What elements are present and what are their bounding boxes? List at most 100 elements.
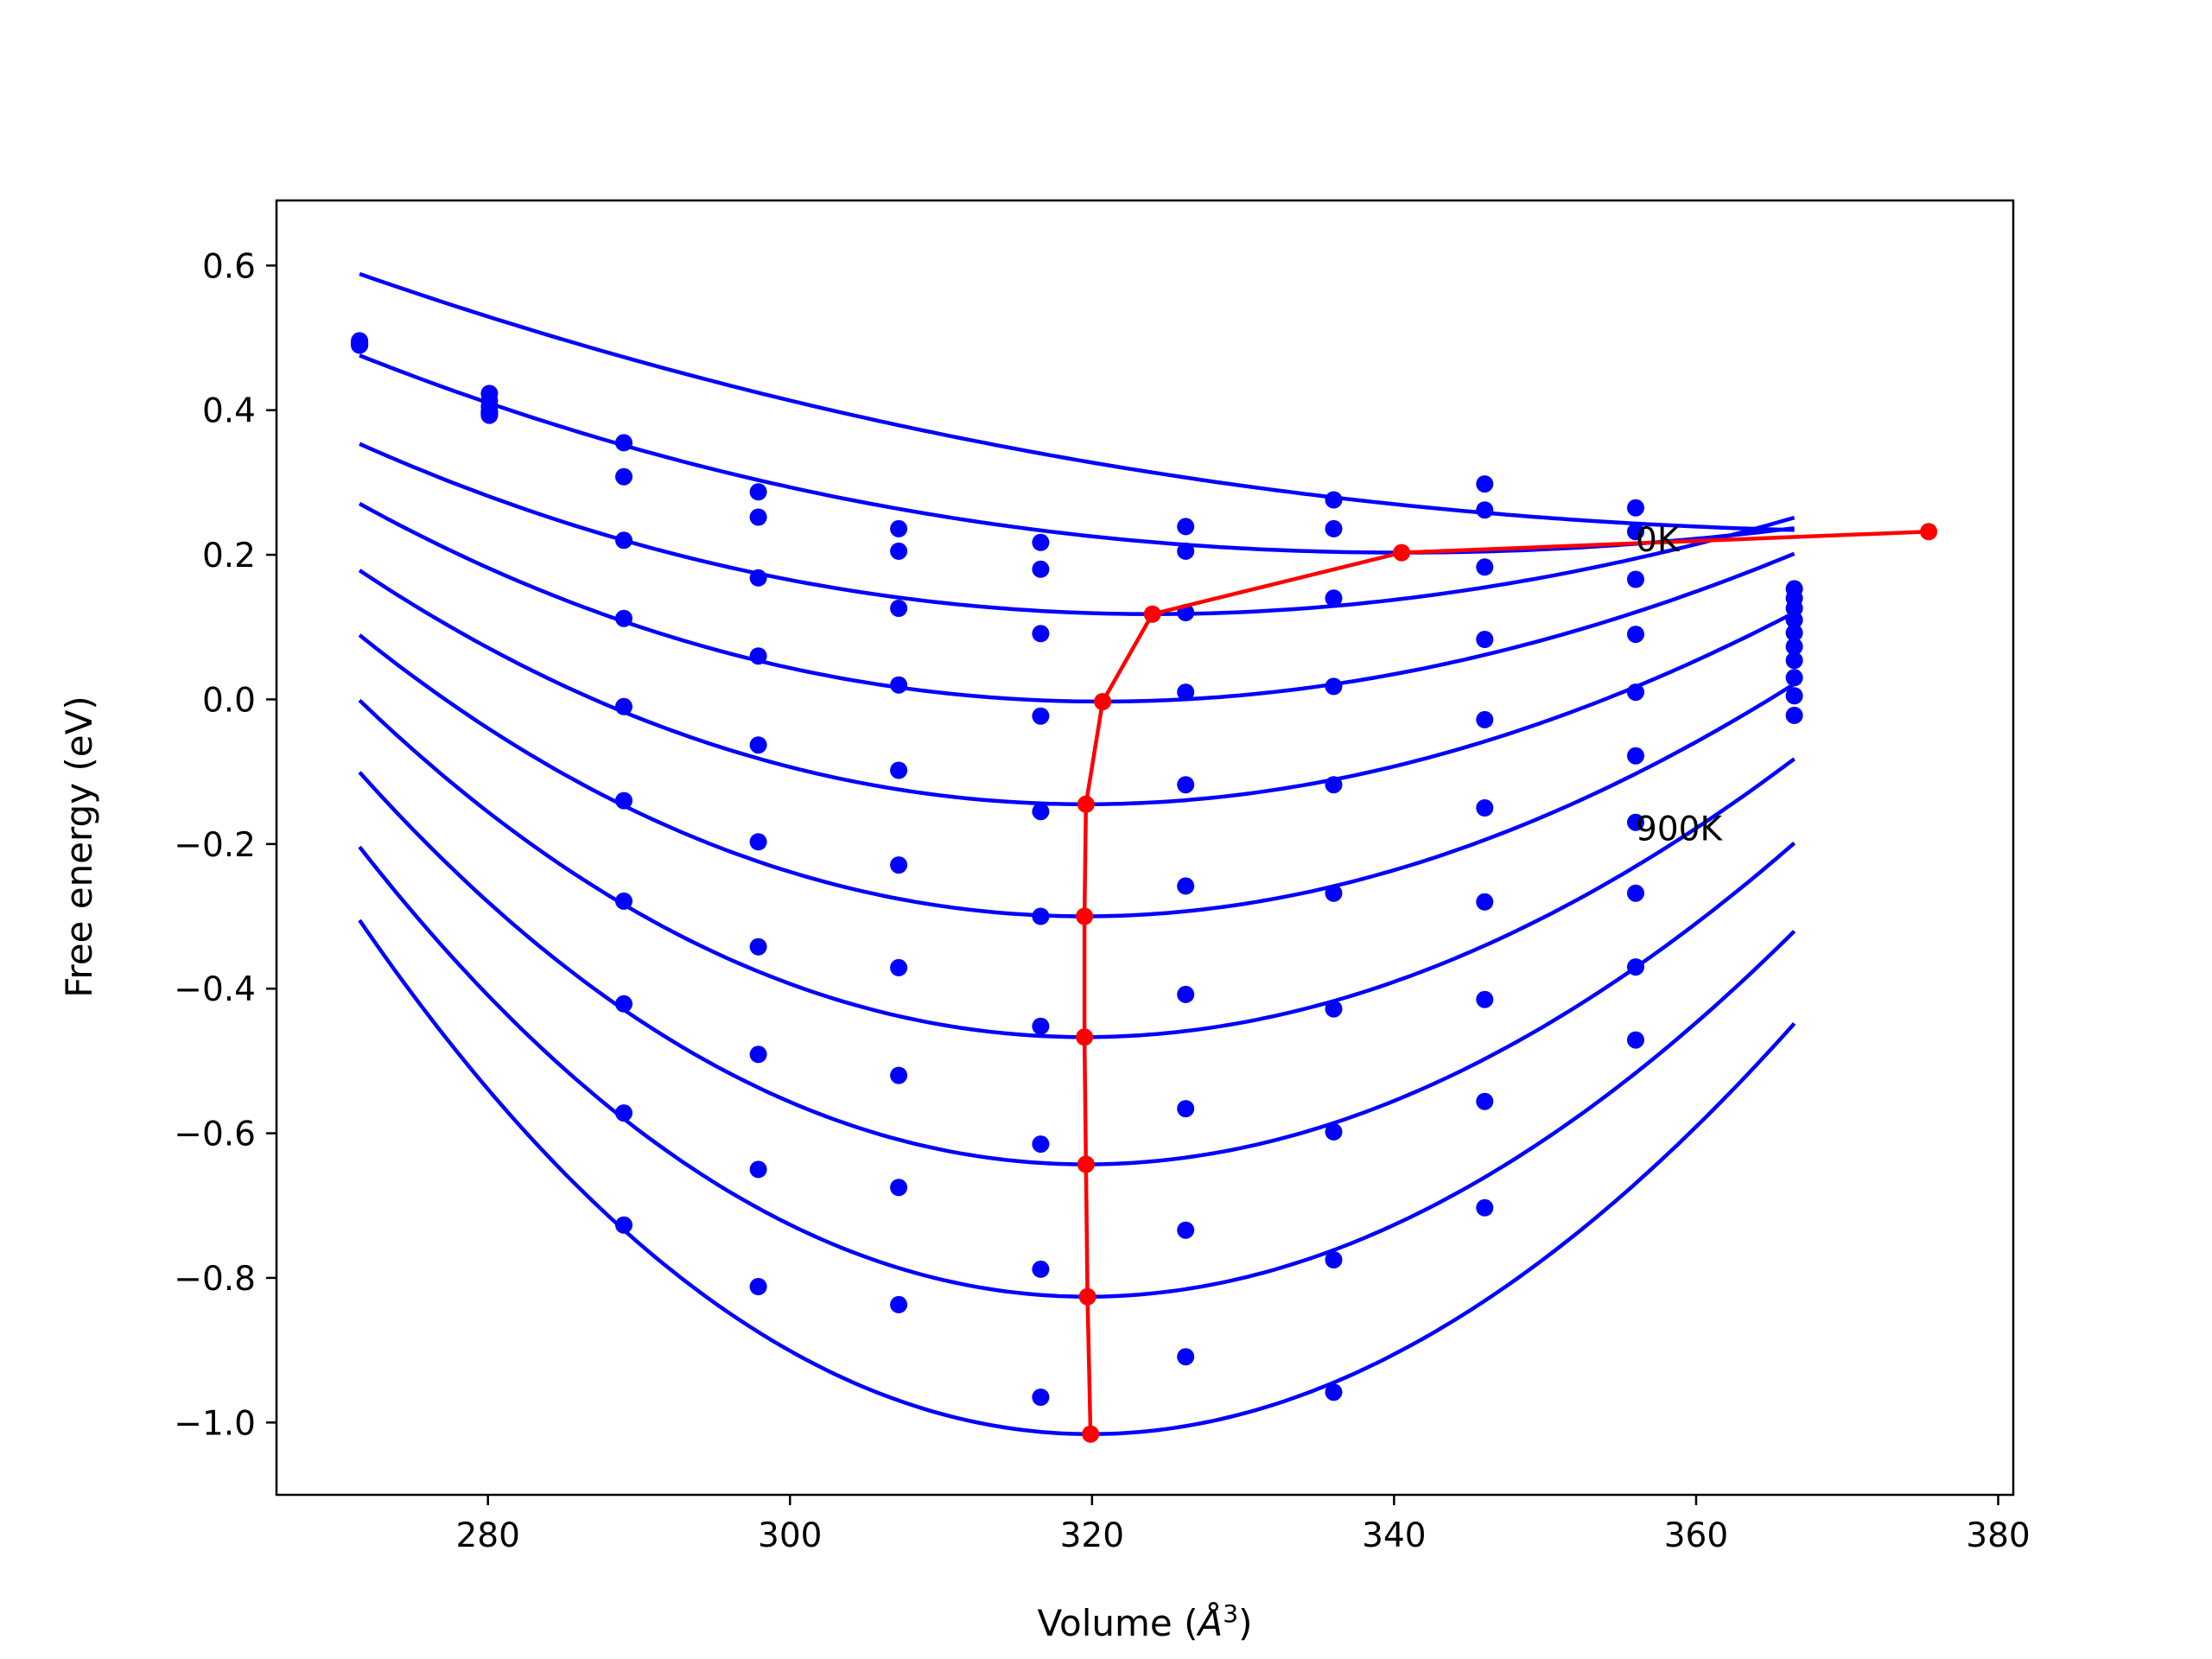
data-point bbox=[1476, 893, 1494, 911]
data-point bbox=[1177, 683, 1195, 702]
fit-curve-0K bbox=[359, 271, 1795, 532]
data-point bbox=[1325, 776, 1343, 794]
data-point bbox=[749, 938, 767, 956]
data-point bbox=[749, 1278, 767, 1295]
data-point bbox=[615, 892, 632, 910]
data-point bbox=[1476, 1092, 1494, 1110]
minimum-point bbox=[1076, 1028, 1094, 1046]
data-point bbox=[615, 531, 632, 550]
data-point bbox=[1627, 747, 1644, 765]
data-point bbox=[1032, 1135, 1050, 1154]
data-point bbox=[1476, 501, 1494, 519]
data-point bbox=[749, 508, 767, 526]
minimum-point bbox=[1920, 523, 1938, 541]
data-points bbox=[351, 332, 1803, 1406]
data-point bbox=[890, 600, 908, 617]
data-point bbox=[615, 609, 632, 627]
data-point bbox=[1032, 907, 1050, 925]
y-tick-label: 0.0 bbox=[202, 681, 256, 720]
data-point bbox=[1627, 958, 1644, 976]
minimum-point bbox=[1077, 1155, 1095, 1173]
y-tick-label: 0.4 bbox=[202, 392, 256, 431]
x-tick-label: 300 bbox=[758, 1516, 822, 1555]
data-point bbox=[1325, 519, 1343, 537]
data-point bbox=[1032, 1260, 1050, 1278]
data-point bbox=[1627, 626, 1644, 644]
data-point bbox=[749, 833, 767, 851]
data-point bbox=[1177, 1348, 1195, 1366]
data-point bbox=[1177, 985, 1195, 1003]
data-point bbox=[351, 336, 369, 354]
data-point bbox=[1785, 652, 1803, 670]
data-point bbox=[1476, 631, 1494, 648]
data-point bbox=[1325, 884, 1343, 902]
data-point bbox=[1627, 499, 1644, 517]
fit-curve-800K bbox=[358, 845, 1796, 1299]
minimum-path-line bbox=[1082, 530, 1929, 1434]
fit-curve-200K bbox=[359, 442, 1796, 616]
data-point bbox=[1177, 776, 1195, 794]
data-point bbox=[749, 736, 767, 754]
minimum-point bbox=[1143, 605, 1161, 623]
annotations: 0K 900K bbox=[1636, 521, 1723, 849]
data-point bbox=[615, 1216, 632, 1234]
data-point bbox=[890, 1179, 908, 1197]
data-point bbox=[1177, 877, 1195, 895]
minimum-point bbox=[1077, 795, 1095, 813]
data-point bbox=[749, 647, 767, 665]
data-point bbox=[1627, 1031, 1644, 1049]
minimum-point bbox=[1076, 907, 1094, 925]
data-point bbox=[1325, 1383, 1343, 1402]
fit-curve-100K bbox=[359, 353, 1795, 555]
data-point bbox=[749, 483, 767, 501]
fit-curve-700K bbox=[358, 771, 1796, 1166]
data-point bbox=[1476, 710, 1494, 728]
y-axis-ticks: 0.6 0.4 0.2 0.0 −0.2 −0.4 −0.6 −0.8 −1.0 bbox=[174, 247, 276, 1443]
minimum-point bbox=[1082, 1425, 1100, 1443]
y-axis-label: Free energy (eV) bbox=[58, 696, 100, 998]
y-tick-label: −1.0 bbox=[174, 1404, 256, 1443]
data-point bbox=[1627, 813, 1644, 831]
data-point bbox=[1476, 799, 1494, 817]
data-point bbox=[1627, 570, 1644, 588]
data-point bbox=[1476, 990, 1494, 1008]
x-axis-label: Volume (Å3) bbox=[1038, 1599, 1253, 1645]
fit-curve-900K bbox=[358, 918, 1796, 1436]
data-point bbox=[615, 697, 632, 715]
x-tick-label: 320 bbox=[1060, 1516, 1124, 1555]
y-tick-label: −0.6 bbox=[174, 1116, 256, 1154]
data-point bbox=[1627, 884, 1644, 902]
data-point bbox=[1476, 475, 1494, 493]
annotation-0K: 0K bbox=[1636, 521, 1681, 560]
y-tick-label: −0.4 bbox=[174, 970, 256, 1009]
data-point bbox=[1325, 589, 1343, 607]
plot-frame bbox=[275, 199, 2015, 1497]
data-point bbox=[1325, 1122, 1343, 1141]
data-point bbox=[890, 856, 908, 874]
data-point bbox=[1177, 518, 1195, 536]
y-tick-label: −0.8 bbox=[174, 1260, 256, 1299]
data-point bbox=[1785, 638, 1803, 656]
data-point bbox=[615, 434, 632, 452]
y-tick-label: 0.6 bbox=[202, 247, 256, 286]
data-point bbox=[749, 569, 767, 587]
data-point bbox=[890, 1295, 908, 1313]
fit-curve-400K bbox=[358, 569, 1796, 807]
y-tick-label: 0.2 bbox=[202, 537, 256, 575]
data-point bbox=[1627, 523, 1644, 541]
data-point bbox=[1325, 491, 1343, 509]
data-point bbox=[1785, 669, 1803, 687]
data-point bbox=[1476, 1198, 1494, 1217]
x-tick-label: 360 bbox=[1664, 1516, 1728, 1555]
x-tick-label: 340 bbox=[1362, 1516, 1426, 1555]
minimum-path bbox=[1076, 523, 1938, 1443]
data-point bbox=[1177, 1100, 1195, 1118]
data-point bbox=[1032, 707, 1050, 725]
data-point bbox=[1177, 1221, 1195, 1239]
data-point bbox=[615, 1104, 632, 1122]
data-point bbox=[1325, 1000, 1343, 1018]
data-point bbox=[1785, 687, 1803, 705]
data-point bbox=[1177, 542, 1195, 560]
data-point bbox=[615, 995, 632, 1013]
data-point bbox=[1032, 625, 1050, 643]
